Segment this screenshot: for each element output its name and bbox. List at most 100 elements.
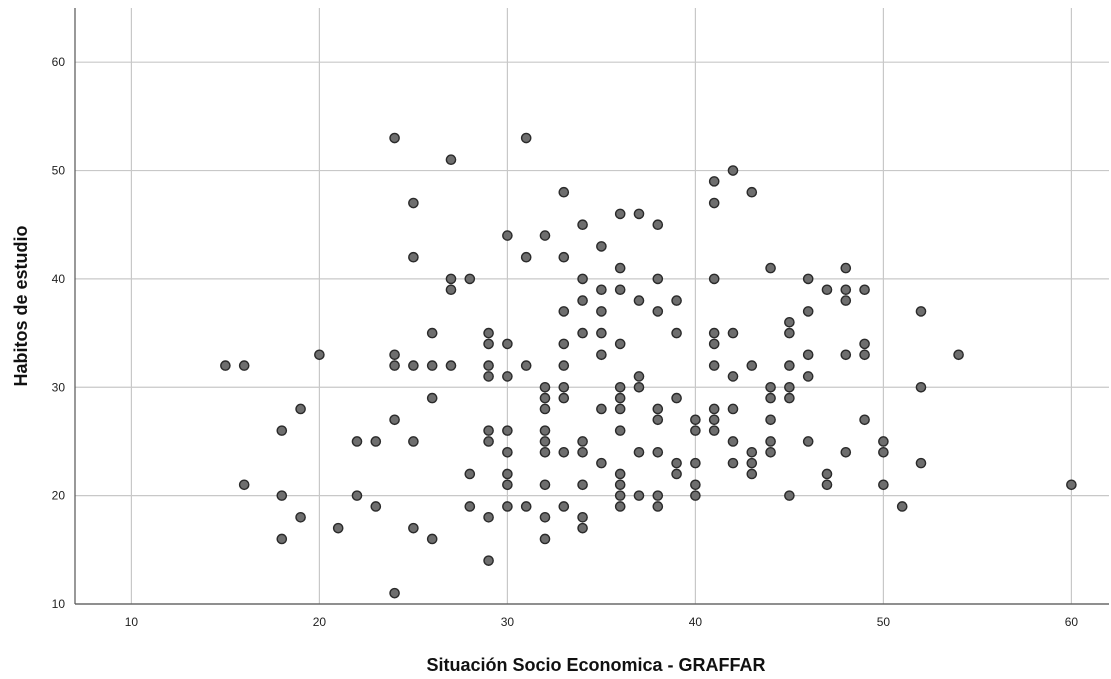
data-point (859, 349, 870, 361)
data-point (577, 479, 588, 491)
data-point (596, 306, 607, 317)
data-point (727, 327, 739, 339)
data-point (389, 132, 400, 144)
data-point (746, 457, 758, 469)
data-point (389, 587, 400, 599)
data-point (464, 501, 476, 512)
data-point (708, 414, 720, 426)
data-point (483, 360, 494, 371)
data-point (765, 392, 776, 404)
data-point (614, 392, 626, 404)
data-point (389, 414, 400, 426)
data-point (445, 284, 457, 296)
data-point (539, 425, 551, 436)
data-point (802, 273, 814, 285)
data-point (690, 414, 701, 426)
data-point (746, 446, 758, 458)
data-point (558, 360, 570, 371)
data-point (577, 512, 588, 523)
data-point (671, 392, 682, 404)
data-point (502, 501, 513, 512)
data-point (765, 436, 776, 447)
data-point (821, 479, 833, 491)
data-point (483, 327, 494, 339)
data-point (633, 381, 645, 393)
data-point (445, 360, 457, 371)
data-point (633, 446, 645, 458)
data-point (502, 479, 513, 491)
data-point (652, 219, 664, 231)
data-point (520, 251, 532, 263)
data-point (614, 262, 626, 274)
data-point (295, 512, 306, 523)
data-point (539, 230, 551, 241)
data-point (539, 381, 551, 393)
data-point (859, 338, 870, 350)
data-point (577, 327, 588, 339)
data-point (708, 338, 720, 350)
data-point (483, 338, 494, 350)
x-tick-label: 60 (1065, 615, 1079, 629)
data-point (746, 186, 758, 198)
y-tick-label: 30 (52, 380, 66, 394)
data-point (821, 284, 833, 296)
data-point (614, 501, 626, 512)
data-point (596, 349, 607, 361)
data-point (238, 479, 250, 491)
data-point (652, 414, 664, 426)
data-point (802, 306, 814, 317)
data-point (483, 425, 494, 436)
data-point (426, 392, 438, 404)
data-point (802, 349, 814, 361)
data-point (577, 295, 588, 306)
data-point (558, 446, 570, 458)
data-point (690, 457, 701, 469)
data-point (633, 208, 645, 220)
data-point (558, 251, 570, 263)
data-point (238, 360, 250, 371)
data-point (502, 446, 513, 458)
data-point (596, 241, 607, 252)
data-point (671, 457, 682, 469)
data-point (708, 360, 720, 371)
data-point (577, 446, 588, 458)
data-point (614, 208, 626, 220)
y-tick-label: 10 (52, 597, 66, 611)
axes (74, 8, 1109, 605)
data-point (596, 403, 607, 415)
data-point (614, 381, 626, 393)
data-point (539, 392, 551, 404)
data-point (389, 349, 400, 361)
data-point (408, 522, 419, 534)
data-point (840, 349, 852, 361)
data-point (577, 273, 588, 285)
data-point (408, 436, 419, 447)
data-point (765, 446, 776, 458)
data-point (558, 381, 570, 393)
data-point (840, 295, 852, 306)
data-point (558, 306, 570, 317)
data-point (840, 262, 852, 274)
data-point (295, 403, 306, 415)
data-point (464, 273, 476, 285)
data-point (539, 512, 551, 523)
data-point (708, 197, 720, 209)
data-point (727, 403, 739, 415)
data-point (351, 436, 363, 447)
data-point (389, 360, 400, 371)
data-point (539, 533, 551, 545)
data-point (614, 403, 626, 415)
data-point (840, 284, 852, 296)
data-point (652, 306, 664, 317)
data-point (426, 360, 438, 371)
data-point (558, 392, 570, 404)
data-point (1066, 479, 1077, 491)
data-point (370, 436, 382, 447)
data-point (483, 512, 494, 523)
data-point (896, 501, 908, 512)
data-point (784, 381, 795, 393)
data-point (727, 436, 739, 447)
x-tick-label: 30 (501, 615, 515, 629)
y-tick-label: 60 (52, 55, 66, 69)
data-point (784, 490, 795, 501)
